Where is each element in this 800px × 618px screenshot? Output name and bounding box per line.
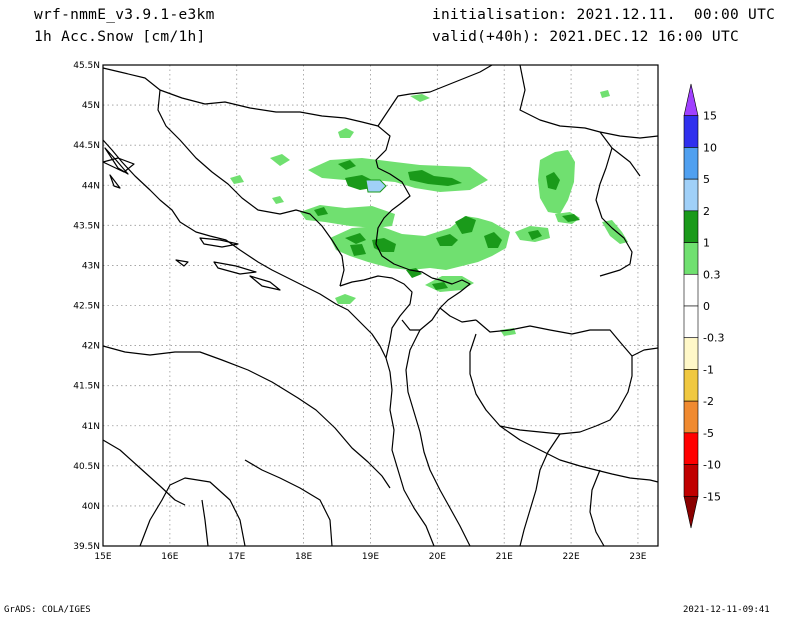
snowfall-shading <box>230 90 628 336</box>
lat-tick-label: 42.5N <box>73 302 100 312</box>
colorbar-swatch <box>683 242 699 275</box>
colorbar-label: 10 <box>703 141 717 154</box>
valid-time: valid(+40h): 2021.DEC.12 16:00 UTC <box>432 29 740 45</box>
lat-tick-label: 40N <box>82 502 100 512</box>
colorbar-swatch <box>683 432 699 465</box>
lat-tick-label: 45.5N <box>73 61 100 71</box>
model-title: wrf-nmmE_v3.9.1-e3km <box>34 7 215 23</box>
colorbar-label: 0 <box>703 300 710 313</box>
lon-tick-label: 21E <box>496 552 513 562</box>
colorbar-swatch <box>683 178 699 212</box>
colorbar: 15 10 5 2 1 0.3 0 -0.3 -1 -2 -5 -10 -15 <box>683 83 724 529</box>
colorbar-swatch <box>683 115 699 148</box>
lon-tick-label: 15E <box>94 552 111 562</box>
colorbar-swatch <box>683 400 699 434</box>
colorbar-swatch <box>683 210 699 243</box>
lon-tick-label: 17E <box>228 552 245 562</box>
colorbar-label: 1 <box>703 237 710 250</box>
lat-tick-label: 42N <box>82 342 100 352</box>
colorbar-label: 5 <box>703 173 710 186</box>
latitude-tick-labels: 39.5N 40N 40.5N 41N 41.5N 42N 42.5N 43N 43.5N 44N… <box>73 61 100 552</box>
lat-tick-label: 41.5N <box>73 382 100 392</box>
lat-tick-label: 39.5N <box>73 542 100 552</box>
lon-tick-label: 23E <box>629 552 646 562</box>
colorbar-label: -15 <box>703 490 721 503</box>
colorbar-label: -0.3 <box>703 332 724 345</box>
colorbar-label: 15 <box>703 110 717 123</box>
lat-tick-label: 44N <box>82 181 100 191</box>
footer-software: GrADS: COLA/IGES <box>4 605 91 615</box>
colorbar-swatch <box>683 147 699 180</box>
colorbar-swatch <box>683 369 699 402</box>
variable-title: 1h Acc.Snow [cm/1h] <box>34 29 206 45</box>
colorbar-label: 2 <box>703 205 710 218</box>
coastlines-borders <box>102 64 659 547</box>
lat-tick-label: 43N <box>82 261 100 271</box>
longitude-tick-labels: 15E 16E 17E 18E 19E 20E 21E 22E 23E <box>94 552 646 562</box>
colorbar-swatch <box>683 273 699 307</box>
colorbar-swatch <box>683 464 699 497</box>
lon-tick-label: 19E <box>362 552 379 562</box>
colorbar-label: 0.3 <box>703 268 721 281</box>
colorbar-swatch <box>683 495 699 529</box>
lat-tick-label: 41N <box>82 422 100 432</box>
colorbar-swatch <box>683 337 699 370</box>
colorbar-label: -5 <box>703 427 714 440</box>
graticule-grid <box>103 65 658 546</box>
colorbar-label: -1 <box>703 363 714 376</box>
lon-tick-label: 18E <box>295 552 312 562</box>
lon-tick-label: 22E <box>563 552 580 562</box>
lat-tick-label: 45N <box>82 101 100 111</box>
colorbar-label: -10 <box>703 459 721 472</box>
lon-tick-label: 20E <box>429 552 446 562</box>
colorbar-label: -2 <box>703 395 714 408</box>
lat-tick-label: 40.5N <box>73 462 100 472</box>
lat-tick-label: 44.5N <box>73 141 100 151</box>
colorbar-swatch <box>683 305 699 339</box>
footer-timestamp: 2021-12-11-09:41 <box>683 605 770 615</box>
initialisation-time: initialisation: 2021.12.11. 00:00 UTC <box>432 7 776 23</box>
lat-tick-label: 43.5N <box>73 221 100 231</box>
lon-tick-label: 16E <box>161 552 178 562</box>
colorbar-swatch <box>683 83 699 117</box>
